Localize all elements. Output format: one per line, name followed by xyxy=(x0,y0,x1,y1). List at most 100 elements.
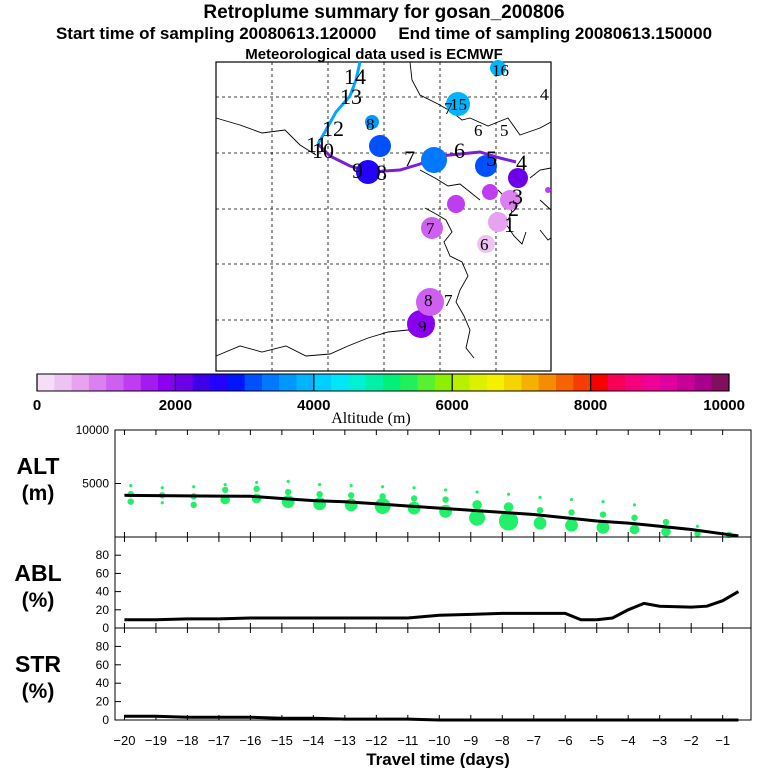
x-tick-label: −6 xyxy=(558,733,573,748)
panel-alt: 5000 10000 ALT (m) xyxy=(16,423,752,539)
y-tick-label: 60 xyxy=(96,658,110,672)
panel-str: 0 20 40 60 80 STR (%) xyxy=(15,627,752,727)
y-tick-label: 80 xyxy=(96,548,110,562)
x-tick-label: −18 xyxy=(176,733,198,748)
colorbar-cell xyxy=(88,374,107,391)
y-tick-label: 0 xyxy=(102,713,109,727)
map-day-label: 15 xyxy=(450,95,467,114)
y-tick-label: 5000 xyxy=(82,477,109,491)
colorbar-tick-label: 8000 xyxy=(574,397,607,414)
x-tick-label: −19 xyxy=(145,733,167,748)
x-tick-label: −10 xyxy=(428,733,450,748)
panel-label: ALT xyxy=(16,453,59,479)
altitude-dot xyxy=(410,495,418,502)
map-marker xyxy=(447,195,465,213)
map-day-label: 12 xyxy=(322,116,344,141)
map-marker xyxy=(356,160,380,184)
start-time: Start time of sampling 20080613.120000 xyxy=(55,24,377,43)
x-tick-label: −13 xyxy=(334,733,356,748)
map-day-label: 4 xyxy=(540,85,549,104)
map-day-label: 5 xyxy=(486,146,497,171)
series-line-abl xyxy=(124,590,740,622)
x-tick-label: −8 xyxy=(495,733,510,748)
y-tick-label: 60 xyxy=(96,566,110,580)
colorbar-tick-label: 10000 xyxy=(703,397,745,414)
altitude-dot xyxy=(536,507,544,514)
colorbar-cell xyxy=(642,374,661,391)
panel-label-unit: (%) xyxy=(22,589,55,612)
colorbar-cell xyxy=(711,374,730,391)
x-tick-label: −3 xyxy=(652,733,667,748)
altitude-dot xyxy=(569,497,574,502)
altitude-dot xyxy=(349,484,353,488)
colorbar-cell xyxy=(71,374,90,391)
colorbar-cell xyxy=(694,374,713,391)
altitude-dot xyxy=(596,520,610,534)
colorbar-cell xyxy=(677,374,695,391)
map-day-label: 6 xyxy=(480,235,489,254)
altitude-dot xyxy=(442,496,449,503)
colorbar-tick-label: 0 xyxy=(33,397,41,414)
altitude-dot xyxy=(629,524,640,535)
x-tick-label: −16 xyxy=(239,733,261,748)
y-tick-label: 10000 xyxy=(76,423,110,437)
trajectory-main xyxy=(316,142,517,174)
x-tick-label: −2 xyxy=(684,733,699,748)
x-tick-label: −14 xyxy=(302,733,324,748)
map-day-label: 4 xyxy=(516,150,527,175)
colorbar-cell xyxy=(434,374,453,391)
colorbar-cell xyxy=(504,374,522,391)
panel-label: STR xyxy=(15,651,61,677)
map-graticule xyxy=(216,62,551,371)
colorbar-cell xyxy=(331,374,349,391)
altitude-dot xyxy=(599,511,607,518)
x-tick-label: −7 xyxy=(526,733,541,748)
colorbar-cell xyxy=(383,374,401,391)
altitude-dot xyxy=(695,524,700,528)
altitude-dot xyxy=(221,486,229,494)
colorbar-cell xyxy=(227,374,245,391)
colorbar-cell xyxy=(54,374,72,391)
altitude-dot xyxy=(472,500,482,510)
map-day-label: 9 xyxy=(352,158,363,183)
colorbar-cell xyxy=(452,374,470,391)
map-day-label: 8 xyxy=(424,291,433,310)
colorbar-cell xyxy=(261,374,280,391)
colorbar-label: Altitude (m) xyxy=(331,410,411,427)
map-day-label: 14 xyxy=(344,64,366,89)
altitude-dot xyxy=(533,516,547,530)
altitude-dot xyxy=(694,530,701,537)
colorbar-cell xyxy=(244,374,263,391)
altitude-dot xyxy=(255,480,259,485)
map-day-label: 6 xyxy=(474,121,483,140)
colorbar-tick-label: 6000 xyxy=(436,397,469,414)
map-day-label: 13 xyxy=(340,84,362,109)
map-day-label: 1 xyxy=(504,212,515,237)
altitude-dot xyxy=(347,492,355,499)
colorbar-tick-label: 4000 xyxy=(297,397,330,414)
map-marker xyxy=(407,310,435,338)
colorbar-cell xyxy=(400,374,418,391)
map-day-label: 2 xyxy=(508,196,519,221)
colorbar-cell xyxy=(417,374,436,391)
colorbar-cell xyxy=(659,374,678,391)
map-day-label: 3 xyxy=(512,184,523,209)
x-tick-label: −5 xyxy=(589,733,604,748)
altitude-dot xyxy=(374,497,391,514)
sampling-times: Start time of sampling 20080613.120000 En… xyxy=(0,24,768,44)
colorbar: 0 2000 4000 6000 8000 10000 Altitude (m) xyxy=(33,373,745,427)
y-tick-label: 40 xyxy=(96,585,110,599)
altitude-dot xyxy=(284,488,292,496)
altitude-dot xyxy=(631,514,638,521)
altitude-dot xyxy=(190,501,197,509)
map-marker xyxy=(369,135,391,157)
time-series-panels: 5000 10000 ALT (m) 0 20 40 60 80 ABL (%) 0 20 40 60 80 S… xyxy=(14,423,752,748)
colorbar-cell xyxy=(192,374,211,391)
map-marker xyxy=(477,235,495,253)
map-day-label: 5 xyxy=(500,121,509,140)
map-day-label: 6 xyxy=(454,138,465,163)
colorbar-cell xyxy=(590,374,609,391)
x-tick-label: −4 xyxy=(621,733,636,748)
